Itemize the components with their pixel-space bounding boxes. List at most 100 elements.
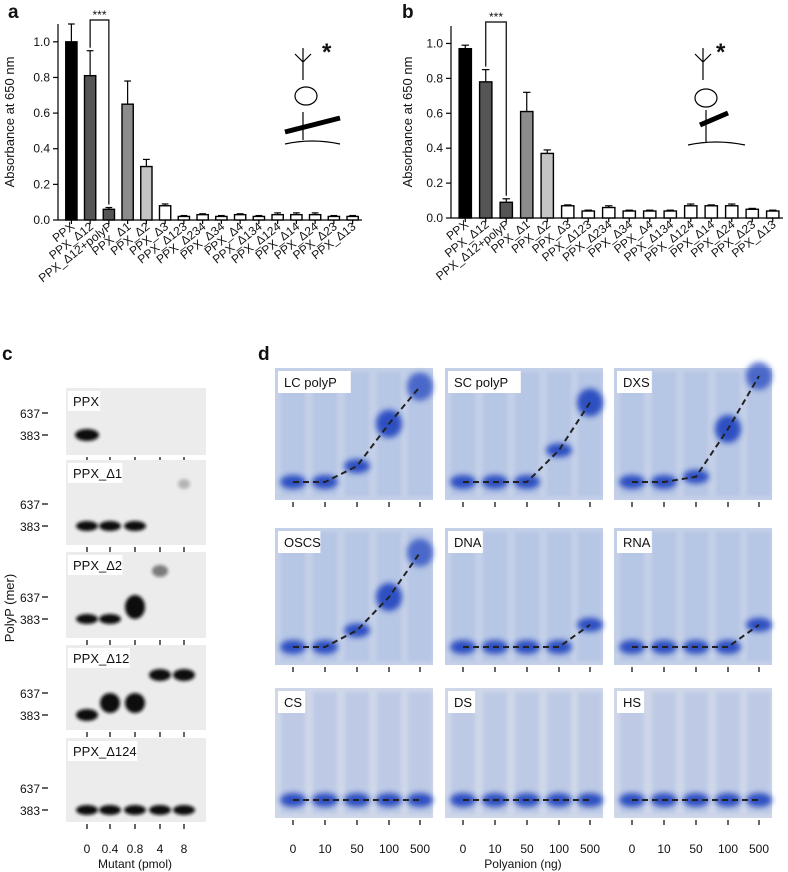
lane-smear xyxy=(620,532,644,661)
bar xyxy=(765,210,780,219)
gel: RNA xyxy=(614,528,772,665)
icon-mark: * xyxy=(322,39,332,66)
gel: PPX_Δ124 xyxy=(66,738,206,822)
y-tick-label: 0.4 xyxy=(33,142,50,156)
gel-band xyxy=(125,595,145,619)
bar xyxy=(499,201,514,219)
gel: PPX xyxy=(66,388,206,455)
bar xyxy=(724,205,739,219)
y-tick-label: 0.4 xyxy=(426,141,443,155)
gel-title: PPX_Δ124 xyxy=(73,744,137,759)
lane-smear xyxy=(747,372,771,496)
lane-smear xyxy=(515,532,539,661)
migration-trend xyxy=(632,623,760,648)
gel-band xyxy=(75,429,99,441)
gel-title-box xyxy=(448,531,483,553)
gel: HS xyxy=(614,688,772,818)
marker-label: 637 xyxy=(20,687,40,701)
panel-label: b xyxy=(402,2,414,23)
y-tick-label: 0.0 xyxy=(426,211,443,225)
x-tick-label: 0 xyxy=(629,842,636,856)
significance-label: *** xyxy=(92,8,106,22)
gel: DXS xyxy=(614,362,772,500)
gel-title: PPX_Δ1 xyxy=(73,466,122,481)
x-tick-label: 0.8 xyxy=(127,842,144,856)
gel-band xyxy=(76,614,98,624)
gel: DS xyxy=(445,688,603,818)
bar xyxy=(121,103,134,221)
gel-band xyxy=(124,805,146,815)
gel-title: DS xyxy=(454,695,472,710)
gel-band xyxy=(407,538,433,567)
y-tick-label: 0.6 xyxy=(426,106,443,120)
lane-smear xyxy=(313,532,337,661)
gel-band xyxy=(149,805,171,815)
lane-smear xyxy=(483,532,507,661)
gel: DNA xyxy=(445,528,603,665)
gel-band xyxy=(76,709,98,721)
migration-trend xyxy=(463,623,591,648)
x-tick-label: 100 xyxy=(549,842,569,856)
gel: OSCS xyxy=(275,528,433,665)
y-tick-label: 1.0 xyxy=(33,35,50,49)
gel-band xyxy=(76,521,98,531)
bar xyxy=(458,47,473,219)
bar xyxy=(704,205,719,219)
bar xyxy=(65,41,78,221)
gel-band xyxy=(178,479,190,489)
gel-title: SC polyP xyxy=(454,375,508,390)
gel-band xyxy=(577,793,603,807)
bar xyxy=(102,208,116,221)
gel-band xyxy=(577,388,603,417)
gel-title-box xyxy=(68,741,138,761)
bar xyxy=(581,210,596,219)
x-tick-label: 50 xyxy=(350,842,364,856)
lane-smear xyxy=(652,532,676,661)
migration-trend xyxy=(632,375,760,483)
marker-label: 637 xyxy=(20,407,40,421)
marker-label: 383 xyxy=(20,520,40,534)
x-tick-label: 10 xyxy=(488,842,502,856)
marker-label: 637 xyxy=(20,591,40,605)
gel-band xyxy=(173,669,195,681)
gel-band xyxy=(407,793,433,807)
gel-title: LC polyP xyxy=(284,375,337,390)
gel-band xyxy=(125,693,145,713)
gel-title-box xyxy=(278,531,321,553)
x-tick-label: 10 xyxy=(318,842,332,856)
gel-title: PPX_Δ2 xyxy=(73,558,122,573)
gel-title-box xyxy=(68,391,101,411)
gel-title-box xyxy=(448,371,521,393)
lane-smear xyxy=(345,532,369,661)
x-tick-label: 500 xyxy=(749,842,769,856)
gel-title: DNA xyxy=(454,535,482,550)
lane-smear xyxy=(747,532,771,661)
gel: CS xyxy=(275,688,433,818)
icon-b xyxy=(687,48,746,146)
gel-title-box xyxy=(278,371,351,393)
bar xyxy=(83,74,97,221)
icon-a xyxy=(284,48,341,145)
bar xyxy=(683,205,698,219)
gel-band xyxy=(99,521,121,531)
gel-band xyxy=(746,793,772,807)
gel-band xyxy=(99,614,121,624)
x-tick-label: 0 xyxy=(460,842,467,856)
gel-band xyxy=(149,669,171,681)
gel-title: PPX_Δ12 xyxy=(73,651,129,666)
lane-smear xyxy=(547,372,571,496)
bar xyxy=(745,208,760,219)
gel-band xyxy=(407,372,433,401)
gel-title: OSCS xyxy=(284,535,321,550)
y-axis-label: Absorbance at 650 nm xyxy=(2,57,17,188)
y-tick-label: 0.2 xyxy=(33,177,50,191)
x-tick-label: 0 xyxy=(290,842,297,856)
gel-title: RNA xyxy=(623,535,651,550)
y-tick-label: 0.2 xyxy=(426,176,443,190)
y-tick-label: 0.6 xyxy=(33,106,50,120)
gel-band xyxy=(76,805,98,815)
bar xyxy=(663,210,678,219)
gel-band xyxy=(546,443,572,458)
x-tick-label: 0 xyxy=(84,842,91,856)
